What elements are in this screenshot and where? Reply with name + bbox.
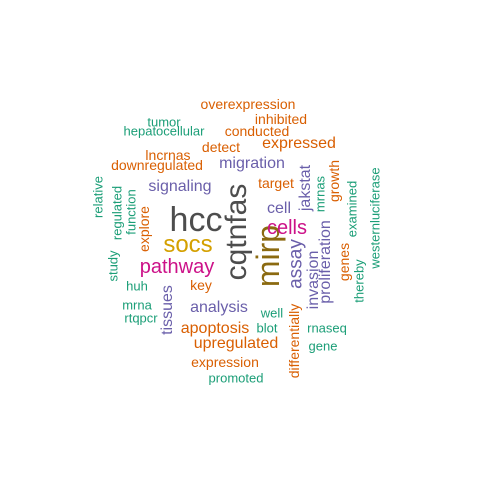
- word-conducted: conducted: [224, 123, 290, 139]
- word-function: function: [123, 189, 139, 235]
- word-overexpression: overexpression: [200, 96, 296, 112]
- word-westernluciferase: westernluciferase: [367, 167, 383, 269]
- word-expression: expression: [191, 354, 259, 370]
- word-cqtnfas: cqtnfas: [220, 183, 253, 281]
- word-thereby: thereby: [351, 259, 367, 303]
- word-hcc: hcc: [169, 201, 223, 239]
- word-genes: genes: [336, 242, 352, 282]
- word-gene: gene: [308, 338, 338, 354]
- word-examined: examined: [344, 180, 360, 238]
- word-signaling: signaling: [148, 178, 212, 195]
- word-analysis: analysis: [190, 299, 248, 316]
- word-mrnas: mrnas: [312, 175, 328, 213]
- word-key: key: [190, 277, 212, 293]
- word-blot: blot: [256, 320, 278, 336]
- word-cell: cell: [266, 200, 292, 217]
- word-target: target: [258, 175, 294, 191]
- word-tumor: tumor: [147, 114, 181, 130]
- word-socs: socs: [163, 231, 213, 258]
- word-lncrnas: lncrnas: [145, 147, 191, 163]
- word-expressed: expressed: [262, 135, 336, 152]
- word-apoptosis: apoptosis: [180, 320, 250, 337]
- word-proliferation: proliferation: [317, 220, 334, 304]
- word-cells: cells: [266, 217, 308, 239]
- word-study: study: [105, 250, 121, 282]
- word-upregulated: upregulated: [193, 335, 279, 352]
- word-downregulated: downregulated: [111, 157, 203, 173]
- word-mrna: mrna: [122, 297, 152, 313]
- word-relative: relative: [90, 176, 106, 218]
- word-growth: growth: [326, 159, 342, 203]
- word-huh: huh: [126, 278, 148, 294]
- word-promoted: promoted: [208, 370, 264, 386]
- word-hepatocellular: hepatocellular: [123, 123, 205, 139]
- word-tissues: tissues: [159, 285, 176, 335]
- word-migration: migration: [219, 155, 285, 172]
- word-inhibited: inhibited: [254, 111, 308, 127]
- word-pathway: pathway: [139, 256, 215, 278]
- word-well: well: [260, 305, 284, 321]
- word-differentially: differentially: [286, 303, 302, 379]
- word-detect: detect: [201, 139, 241, 155]
- word-assay: assay: [285, 239, 307, 289]
- word-rtqpcr: rtqpcr: [124, 310, 158, 326]
- word-explore: explore: [136, 206, 152, 252]
- word-regulated: regulated: [109, 185, 125, 241]
- word-rnaseq: rnaseq: [307, 320, 347, 336]
